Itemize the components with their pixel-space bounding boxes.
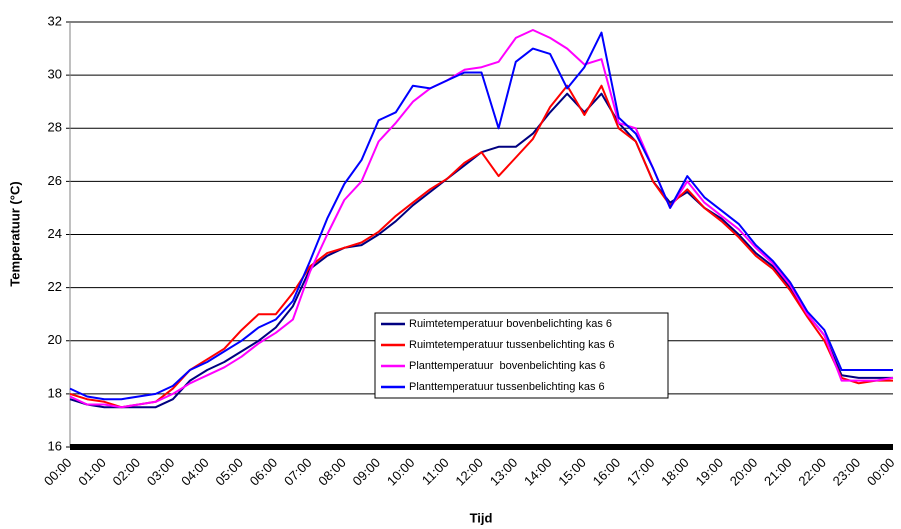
x-tick-label: 20:00 [727, 455, 761, 489]
x-tick-label: 13:00 [487, 455, 521, 489]
y-tick-label: 26 [48, 173, 62, 188]
legend-label: Ruimtetemperatuur bovenbelichting kas 6 [409, 318, 612, 330]
x-tick-label: 00:00 [864, 455, 898, 489]
x-tick-label: 18:00 [658, 455, 692, 489]
x-tick-label: 02:00 [110, 455, 144, 489]
legend-label: Planttemperatuur tussenbelichting kas 6 [409, 381, 605, 393]
x-tick-label: 23:00 [830, 455, 864, 489]
x-tick-label: 15:00 [555, 455, 589, 489]
x-tick-label: 00:00 [41, 455, 75, 489]
x-axis-title: Tijd [470, 510, 493, 525]
x-tick-label: 21:00 [761, 455, 795, 489]
legend: Ruimtetemperatuur bovenbelichting kas 6 R… [374, 312, 669, 399]
legend-box [374, 312, 669, 399]
x-tick-label: 14:00 [521, 455, 555, 489]
series-line [69, 29, 894, 409]
x-tick-label: 05:00 [212, 455, 246, 489]
y-tick-label: 24 [48, 226, 62, 241]
y-tick-label: 22 [48, 279, 62, 294]
y-tick-label: 18 [48, 385, 62, 400]
x-tick-label: 01:00 [75, 455, 109, 489]
y-tick-label: 32 [48, 13, 62, 28]
x-tick-label: 06:00 [247, 455, 281, 489]
y-tick-label: 20 [48, 332, 62, 347]
x-tick-label: 19:00 [692, 455, 726, 489]
y-axis-title: Temperatuur (°C) [7, 181, 22, 286]
x-tick-label: 03:00 [144, 455, 178, 489]
x-tick-label: 11:00 [419, 455, 452, 488]
x-tick-label: 07:00 [281, 455, 315, 489]
y-tick-label: 30 [48, 67, 62, 82]
x-tick-label: 04:00 [178, 455, 212, 489]
x-tick-label: 22:00 [795, 455, 829, 489]
x-tick-label: 08:00 [315, 455, 349, 489]
series-line [69, 31, 893, 401]
series-line [69, 84, 893, 409]
legend-label: Planttemperatuur bovenbelichting kas 6 [409, 360, 605, 372]
legend-label: Ruimtetemperatuur tussenbelichting kas 6 [409, 339, 614, 351]
x-tick-label: 09:00 [350, 455, 384, 489]
x-tick-label: 16:00 [590, 455, 624, 489]
y-tick-label: 28 [48, 120, 62, 135]
x-tick-label: 12:00 [452, 455, 486, 489]
x-tick-label: 17:00 [624, 455, 658, 489]
y-tick-label: 16 [48, 438, 62, 453]
x-tick-label: 10:00 [384, 455, 418, 489]
